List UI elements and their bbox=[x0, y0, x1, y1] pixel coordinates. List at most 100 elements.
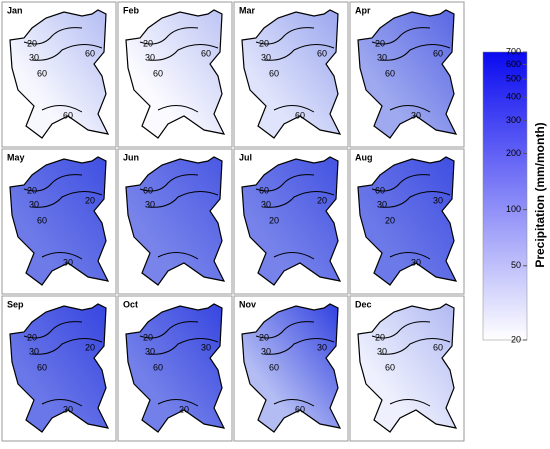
contour-label: 20 bbox=[85, 342, 95, 352]
contour-label: 30 bbox=[261, 346, 271, 356]
map-panel: Apr 20 30 60 60 30 bbox=[349, 1, 465, 148]
contour-label: 30 bbox=[29, 346, 39, 356]
contour-label: 30 bbox=[29, 199, 39, 209]
contour-label: 20 bbox=[317, 195, 327, 205]
region bbox=[125, 156, 226, 286]
contour-label: 60 bbox=[37, 215, 47, 225]
region bbox=[9, 303, 110, 433]
map-panel: Dec 20 30 60 60 bbox=[349, 295, 465, 442]
contour-label: 30 bbox=[411, 257, 421, 267]
contour-label: 20 bbox=[269, 215, 279, 225]
contour-line bbox=[371, 27, 451, 113]
month-label: Nov bbox=[239, 299, 256, 309]
contour-label: 30 bbox=[29, 52, 39, 62]
contour-label: 30 bbox=[261, 52, 271, 62]
contour-label: 60 bbox=[295, 110, 305, 120]
contour-label: 60 bbox=[153, 68, 163, 78]
month-label: Mar bbox=[239, 5, 256, 15]
contour-label: 30 bbox=[377, 199, 387, 209]
contour-label: 60 bbox=[63, 110, 73, 120]
contour-line bbox=[23, 321, 103, 407]
contour-label: 20 bbox=[27, 185, 37, 195]
region bbox=[9, 156, 110, 286]
contour-label: 30 bbox=[377, 52, 387, 62]
month-label: Sep bbox=[7, 299, 24, 309]
month-label: May bbox=[7, 152, 25, 162]
contour-line bbox=[371, 174, 451, 260]
contour-label: 20 bbox=[143, 332, 153, 342]
map-panel: Jun 60 30 bbox=[117, 148, 233, 295]
contour-label: 60 bbox=[143, 185, 153, 195]
map-panel: Mar 20 30 60 60 60 bbox=[233, 1, 349, 148]
region bbox=[241, 156, 342, 286]
contour-label: 30 bbox=[145, 346, 155, 356]
month-label: Apr bbox=[355, 5, 371, 15]
region bbox=[357, 9, 458, 139]
contour-label: 20 bbox=[259, 38, 269, 48]
contour-label: 30 bbox=[411, 110, 421, 120]
contour-label: 20 bbox=[27, 332, 37, 342]
colorbar-tick-label: 600 bbox=[506, 59, 521, 69]
contour-label: 20 bbox=[375, 332, 385, 342]
month-label: Jun bbox=[123, 152, 139, 162]
contour-label: 60 bbox=[269, 68, 279, 78]
region bbox=[357, 156, 458, 286]
contour-label: 30 bbox=[63, 404, 73, 414]
region bbox=[241, 303, 342, 433]
contour-label: 30 bbox=[201, 342, 211, 352]
colorbar-tick-label: 500 bbox=[506, 74, 521, 84]
colorbar-tick-label: 400 bbox=[506, 92, 521, 102]
contour-label: 30 bbox=[63, 257, 73, 267]
map-panel: Nov 20 30 60 30 60 bbox=[233, 295, 349, 442]
contour-label: 20 bbox=[85, 195, 95, 205]
contour-label: 30 bbox=[377, 346, 387, 356]
contour-label: 60 bbox=[37, 362, 47, 372]
contour-line bbox=[23, 27, 103, 113]
colorbar bbox=[482, 51, 528, 341]
contour-line bbox=[139, 174, 219, 260]
region bbox=[125, 9, 226, 139]
month-label: Oct bbox=[123, 299, 138, 309]
contour-label: 60 bbox=[317, 48, 327, 58]
contour-label: 20 bbox=[259, 332, 269, 342]
contour-line bbox=[371, 321, 451, 407]
map-panel: Oct 20 30 60 30 20 bbox=[117, 295, 233, 442]
contour-label: 60 bbox=[385, 362, 395, 372]
map-panel: May 20 30 60 20 30 bbox=[1, 148, 117, 295]
contour-label: 60 bbox=[433, 342, 443, 352]
month-label: Feb bbox=[123, 5, 140, 15]
contour-label: 60 bbox=[37, 68, 47, 78]
month-label: Jul bbox=[239, 152, 252, 162]
region bbox=[241, 9, 342, 139]
contour-label: 20 bbox=[385, 215, 395, 225]
contour-label: 20 bbox=[143, 38, 153, 48]
contour-label: 30 bbox=[145, 199, 155, 209]
contour-label: 60 bbox=[433, 48, 443, 58]
region bbox=[125, 303, 226, 433]
colorbar-tick-label: 50 bbox=[511, 260, 521, 270]
colorbar-tick-label: 100 bbox=[506, 204, 521, 214]
contour-label: 60 bbox=[259, 185, 269, 195]
contour-label: 60 bbox=[295, 404, 305, 414]
colorbar-tick-label: 20 bbox=[511, 334, 521, 344]
contour-line bbox=[255, 321, 335, 407]
contour-label: 60 bbox=[85, 48, 95, 58]
contour-label: 60 bbox=[375, 185, 385, 195]
contour-label: 20 bbox=[375, 38, 385, 48]
month-label: Jan bbox=[7, 5, 23, 15]
map-panel: Sep 20 30 60 20 30 bbox=[1, 295, 117, 442]
contour-line bbox=[255, 27, 335, 113]
contour-line bbox=[139, 321, 219, 407]
contour-label: 60 bbox=[201, 48, 211, 58]
contour-label: 30 bbox=[433, 195, 443, 205]
map-panel: Feb 20 30 60 60 bbox=[117, 1, 233, 148]
contour-label: 30 bbox=[317, 342, 327, 352]
month-label: Aug bbox=[355, 152, 373, 162]
contour-label: 60 bbox=[269, 362, 279, 372]
colorbar-title: Precipitation (mm/month) bbox=[533, 122, 547, 267]
colorbar-tick-label: 300 bbox=[506, 115, 521, 125]
map-panel: Jul 60 30 20 20 bbox=[233, 148, 349, 295]
contour-line bbox=[255, 174, 335, 260]
colorbar-tick-label: 700 bbox=[506, 46, 521, 56]
region bbox=[357, 303, 458, 433]
